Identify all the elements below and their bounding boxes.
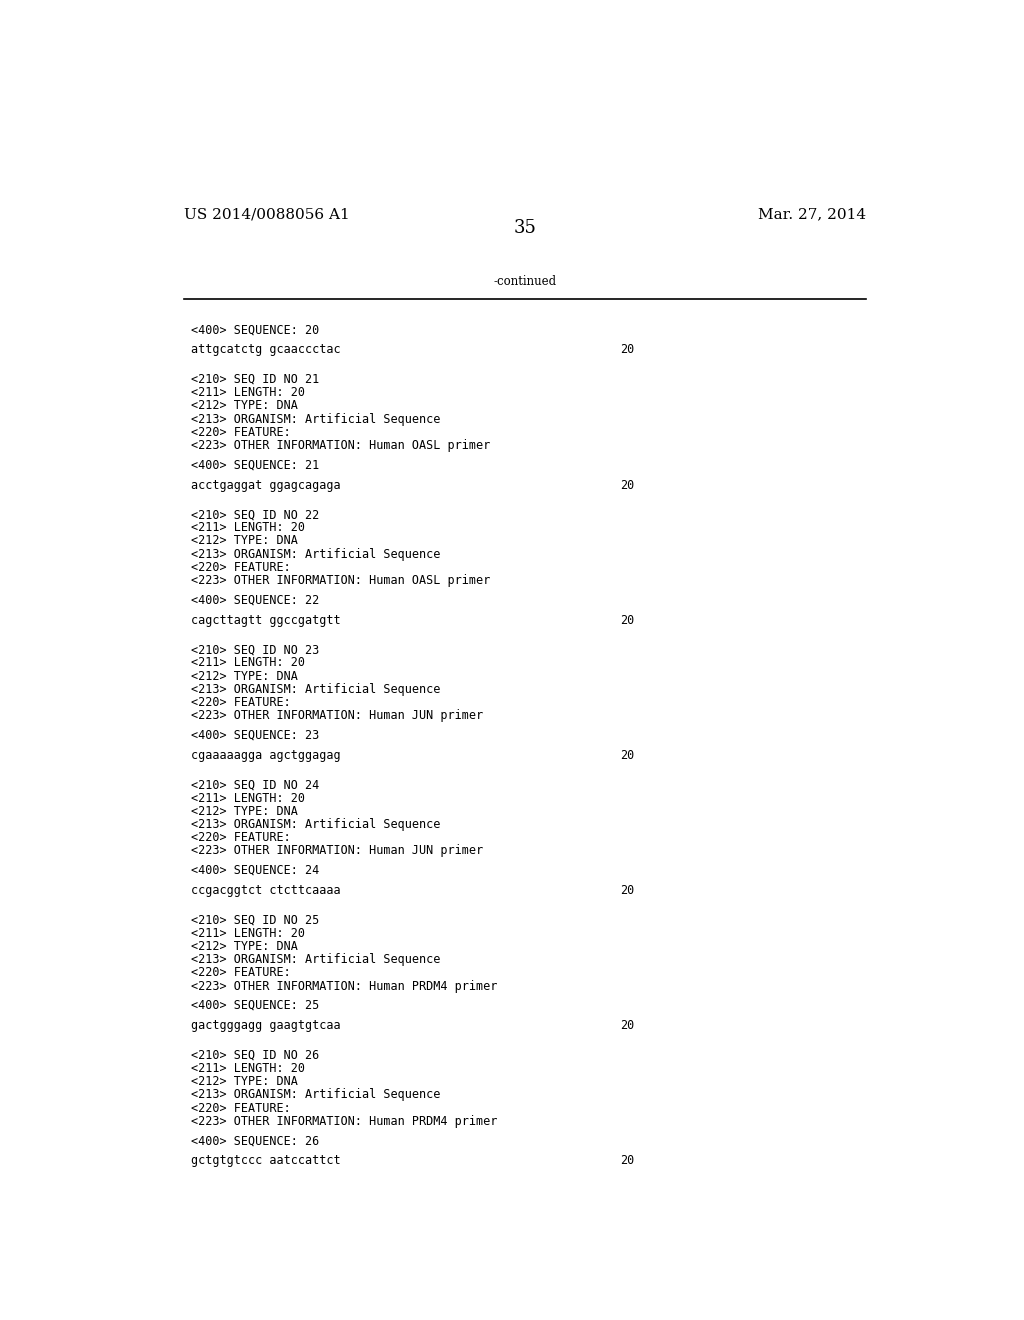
Text: <223> OTHER INFORMATION: Human PRDM4 primer: <223> OTHER INFORMATION: Human PRDM4 pri…	[191, 979, 498, 993]
Text: <220> FEATURE:: <220> FEATURE:	[191, 1102, 291, 1114]
Text: 20: 20	[620, 884, 634, 898]
Text: gactgggagg gaagtgtcaa: gactgggagg gaagtgtcaa	[191, 1019, 341, 1032]
Text: <212> TYPE: DNA: <212> TYPE: DNA	[191, 535, 298, 548]
Text: <211> LENGTH: 20: <211> LENGTH: 20	[191, 927, 305, 940]
Text: Mar. 27, 2014: Mar. 27, 2014	[758, 207, 866, 222]
Text: <210> SEQ ID NO 24: <210> SEQ ID NO 24	[191, 779, 319, 792]
Text: <400> SEQUENCE: 22: <400> SEQUENCE: 22	[191, 594, 319, 606]
Text: <212> TYPE: DNA: <212> TYPE: DNA	[191, 1076, 298, 1088]
Text: -continued: -continued	[494, 276, 556, 289]
Text: <211> LENGTH: 20: <211> LENGTH: 20	[191, 385, 305, 399]
Text: <211> LENGTH: 20: <211> LENGTH: 20	[191, 792, 305, 805]
Text: 20: 20	[620, 614, 634, 627]
Text: <213> ORGANISM: Artificial Sequence: <213> ORGANISM: Artificial Sequence	[191, 412, 441, 425]
Text: 20: 20	[620, 1155, 634, 1167]
Text: <400> SEQUENCE: 20: <400> SEQUENCE: 20	[191, 323, 319, 337]
Text: acctgaggat ggagcagaga: acctgaggat ggagcagaga	[191, 479, 341, 491]
Text: <400> SEQUENCE: 23: <400> SEQUENCE: 23	[191, 729, 319, 742]
Text: 20: 20	[620, 1019, 634, 1032]
Text: <213> ORGANISM: Artificial Sequence: <213> ORGANISM: Artificial Sequence	[191, 548, 441, 561]
Text: <212> TYPE: DNA: <212> TYPE: DNA	[191, 805, 298, 818]
Text: <213> ORGANISM: Artificial Sequence: <213> ORGANISM: Artificial Sequence	[191, 682, 441, 696]
Text: gctgtgtccc aatccattct: gctgtgtccc aatccattct	[191, 1155, 341, 1167]
Text: <223> OTHER INFORMATION: Human JUN primer: <223> OTHER INFORMATION: Human JUN prime…	[191, 709, 483, 722]
Text: <212> TYPE: DNA: <212> TYPE: DNA	[191, 399, 298, 412]
Text: 20: 20	[620, 343, 634, 356]
Text: ccgacggtct ctcttcaaaa: ccgacggtct ctcttcaaaa	[191, 884, 341, 898]
Text: 35: 35	[513, 219, 537, 238]
Text: <210> SEQ ID NO 23: <210> SEQ ID NO 23	[191, 643, 319, 656]
Text: <220> FEATURE:: <220> FEATURE:	[191, 426, 291, 438]
Text: 20: 20	[620, 479, 634, 491]
Text: 20: 20	[620, 748, 634, 762]
Text: attgcatctg gcaaccctac: attgcatctg gcaaccctac	[191, 343, 341, 356]
Text: US 2014/0088056 A1: US 2014/0088056 A1	[183, 207, 349, 222]
Text: <220> FEATURE:: <220> FEATURE:	[191, 832, 291, 845]
Text: <223> OTHER INFORMATION: Human PRDM4 primer: <223> OTHER INFORMATION: Human PRDM4 pri…	[191, 1115, 498, 1127]
Text: <213> ORGANISM: Artificial Sequence: <213> ORGANISM: Artificial Sequence	[191, 1089, 441, 1101]
Text: <210> SEQ ID NO 25: <210> SEQ ID NO 25	[191, 913, 319, 927]
Text: <210> SEQ ID NO 21: <210> SEQ ID NO 21	[191, 372, 319, 385]
Text: <213> ORGANISM: Artificial Sequence: <213> ORGANISM: Artificial Sequence	[191, 953, 441, 966]
Text: <220> FEATURE:: <220> FEATURE:	[191, 561, 291, 574]
Text: <220> FEATURE:: <220> FEATURE:	[191, 966, 291, 979]
Text: <210> SEQ ID NO 26: <210> SEQ ID NO 26	[191, 1049, 319, 1061]
Text: <211> LENGTH: 20: <211> LENGTH: 20	[191, 656, 305, 669]
Text: <211> LENGTH: 20: <211> LENGTH: 20	[191, 521, 305, 535]
Text: <212> TYPE: DNA: <212> TYPE: DNA	[191, 669, 298, 682]
Text: <220> FEATURE:: <220> FEATURE:	[191, 696, 291, 709]
Text: cagcttagtt ggccgatgtt: cagcttagtt ggccgatgtt	[191, 614, 341, 627]
Text: <400> SEQUENCE: 24: <400> SEQUENCE: 24	[191, 863, 319, 876]
Text: <210> SEQ ID NO 22: <210> SEQ ID NO 22	[191, 508, 319, 521]
Text: cgaaaaagga agctggagag: cgaaaaagga agctggagag	[191, 748, 341, 762]
Text: <400> SEQUENCE: 26: <400> SEQUENCE: 26	[191, 1134, 319, 1147]
Text: <223> OTHER INFORMATION: Human OASL primer: <223> OTHER INFORMATION: Human OASL prim…	[191, 440, 490, 451]
Text: <223> OTHER INFORMATION: Human JUN primer: <223> OTHER INFORMATION: Human JUN prime…	[191, 845, 483, 858]
Text: <400> SEQUENCE: 21: <400> SEQUENCE: 21	[191, 458, 319, 471]
Text: <212> TYPE: DNA: <212> TYPE: DNA	[191, 940, 298, 953]
Text: <223> OTHER INFORMATION: Human OASL primer: <223> OTHER INFORMATION: Human OASL prim…	[191, 574, 490, 587]
Text: <211> LENGTH: 20: <211> LENGTH: 20	[191, 1063, 305, 1074]
Text: <400> SEQUENCE: 25: <400> SEQUENCE: 25	[191, 999, 319, 1012]
Text: <213> ORGANISM: Artificial Sequence: <213> ORGANISM: Artificial Sequence	[191, 818, 441, 832]
